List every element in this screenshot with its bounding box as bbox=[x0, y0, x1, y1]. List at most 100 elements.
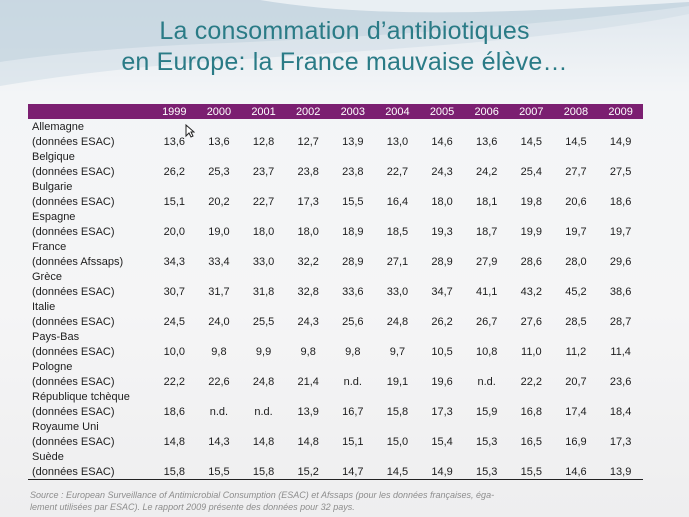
empty-cell bbox=[152, 239, 197, 254]
value-cell: 17,3 bbox=[297, 195, 319, 208]
empty-cell bbox=[241, 179, 286, 194]
empty-cell bbox=[241, 419, 286, 434]
value-cell: 19,1 bbox=[386, 375, 409, 388]
value-cell: 25,5 bbox=[252, 315, 275, 328]
data-source-label: (données ESAC) bbox=[32, 435, 115, 448]
empty-cell bbox=[598, 299, 643, 314]
value-cell: 34,7 bbox=[431, 285, 453, 298]
country-name: Italie bbox=[32, 300, 56, 313]
value-cell: 15,0 bbox=[386, 435, 409, 448]
empty-cell bbox=[286, 419, 331, 434]
value-cell: 18,0 bbox=[431, 195, 453, 208]
value-cell: 26,2 bbox=[163, 165, 186, 178]
empty-cell bbox=[197, 149, 242, 164]
empty-cell bbox=[420, 329, 465, 344]
empty-cell bbox=[554, 419, 599, 434]
value-cell: 28,0 bbox=[565, 255, 587, 268]
empty-cell bbox=[197, 239, 242, 254]
header-year: 1999 bbox=[162, 105, 187, 118]
slide-title: La consommation d’antibiotiques en Europ… bbox=[0, 16, 689, 78]
empty-cell bbox=[509, 119, 554, 134]
empty-cell bbox=[598, 389, 643, 404]
country-name: Royaume Uni bbox=[32, 420, 99, 433]
value-cell: 14,3 bbox=[208, 435, 230, 448]
value-cell: 15,8 bbox=[386, 405, 409, 418]
empty-cell bbox=[286, 209, 331, 224]
value-cell: 24,3 bbox=[431, 165, 453, 178]
value-cell: 13,9 bbox=[342, 135, 364, 148]
value-cell: 15,5 bbox=[196, 464, 242, 480]
decorative-swoosh bbox=[0, 0, 689, 86]
empty-cell bbox=[152, 359, 197, 374]
empty-cell bbox=[598, 149, 643, 164]
value-cell: 15,5 bbox=[509, 464, 554, 480]
empty-cell bbox=[331, 179, 376, 194]
value-cell: 28,5 bbox=[565, 315, 587, 328]
empty-cell bbox=[509, 419, 554, 434]
table-row-values: (données ESAC) 18,6 n.d. n.d. 13,9 16,7 15,8 17… bbox=[28, 404, 643, 419]
value-cell: 32,2 bbox=[297, 255, 319, 268]
empty-cell bbox=[331, 269, 376, 284]
empty-cell bbox=[286, 359, 331, 374]
value-cell: 20,6 bbox=[565, 195, 587, 208]
empty-cell bbox=[241, 149, 286, 164]
table-row-country: Bulgarie bbox=[28, 179, 643, 194]
value-cell: 15,1 bbox=[342, 435, 364, 448]
value-cell: 31,7 bbox=[208, 285, 230, 298]
table-row-country: Suède bbox=[28, 449, 643, 464]
data-source-label: (données ESAC) bbox=[32, 315, 115, 328]
empty-cell bbox=[509, 299, 554, 314]
header-year: 2001 bbox=[251, 105, 276, 118]
empty-cell bbox=[375, 299, 420, 314]
value-cell: 34,3 bbox=[163, 255, 186, 268]
empty-cell bbox=[420, 179, 465, 194]
value-cell: 10,8 bbox=[475, 345, 498, 358]
empty-cell bbox=[197, 119, 242, 134]
table-row-country: Espagne bbox=[28, 209, 643, 224]
empty-cell bbox=[286, 119, 331, 134]
value-cell: 18,6 bbox=[609, 195, 632, 208]
value-cell: 33,0 bbox=[252, 255, 275, 268]
empty-cell bbox=[331, 209, 376, 224]
empty-cell bbox=[375, 209, 420, 224]
value-cell: 33,6 bbox=[342, 285, 364, 298]
country-name: Bulgarie bbox=[32, 180, 73, 193]
empty-cell bbox=[152, 149, 197, 164]
empty-cell bbox=[420, 269, 465, 284]
value-cell: 15,8 bbox=[241, 464, 286, 480]
empty-cell bbox=[152, 449, 197, 464]
value-cell: 15,3 bbox=[475, 435, 498, 448]
country-name: Grèce bbox=[32, 270, 62, 283]
value-cell: 25,6 bbox=[342, 315, 364, 328]
value-cell: 9,8 bbox=[345, 345, 361, 358]
value-cell: 15,2 bbox=[285, 464, 331, 480]
country-name: Belgique bbox=[32, 150, 75, 163]
empty-cell bbox=[286, 239, 331, 254]
value-cell: 33,4 bbox=[208, 255, 230, 268]
empty-cell bbox=[554, 269, 599, 284]
empty-cell bbox=[331, 119, 376, 134]
empty-cell bbox=[420, 299, 465, 314]
value-cell: 16,9 bbox=[565, 435, 587, 448]
value-cell: n.d. bbox=[254, 405, 273, 418]
value-cell: 24,5 bbox=[163, 315, 186, 328]
title-line-2: en Europe: la France mauvaise élève… bbox=[121, 48, 568, 76]
empty-cell bbox=[331, 329, 376, 344]
data-source-label: (données Afssaps) bbox=[32, 255, 124, 268]
value-cell: 24,8 bbox=[386, 315, 409, 328]
value-cell: 14,5 bbox=[520, 135, 543, 148]
empty-cell bbox=[286, 329, 331, 344]
empty-cell bbox=[152, 209, 197, 224]
empty-cell bbox=[598, 179, 643, 194]
value-cell: 17,4 bbox=[565, 405, 587, 418]
value-cell: 32,8 bbox=[297, 285, 319, 298]
empty-cell bbox=[554, 179, 599, 194]
empty-cell bbox=[331, 299, 376, 314]
empty-cell bbox=[509, 269, 554, 284]
header-year: 2009 bbox=[608, 105, 633, 118]
empty-cell bbox=[598, 119, 643, 134]
value-cell: 45,2 bbox=[565, 285, 587, 298]
value-cell: n.d. bbox=[343, 375, 362, 388]
empty-cell bbox=[241, 209, 286, 224]
value-cell: 19,3 bbox=[431, 225, 453, 238]
